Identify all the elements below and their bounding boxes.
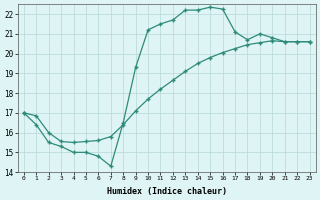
X-axis label: Humidex (Indice chaleur): Humidex (Indice chaleur) <box>107 187 227 196</box>
